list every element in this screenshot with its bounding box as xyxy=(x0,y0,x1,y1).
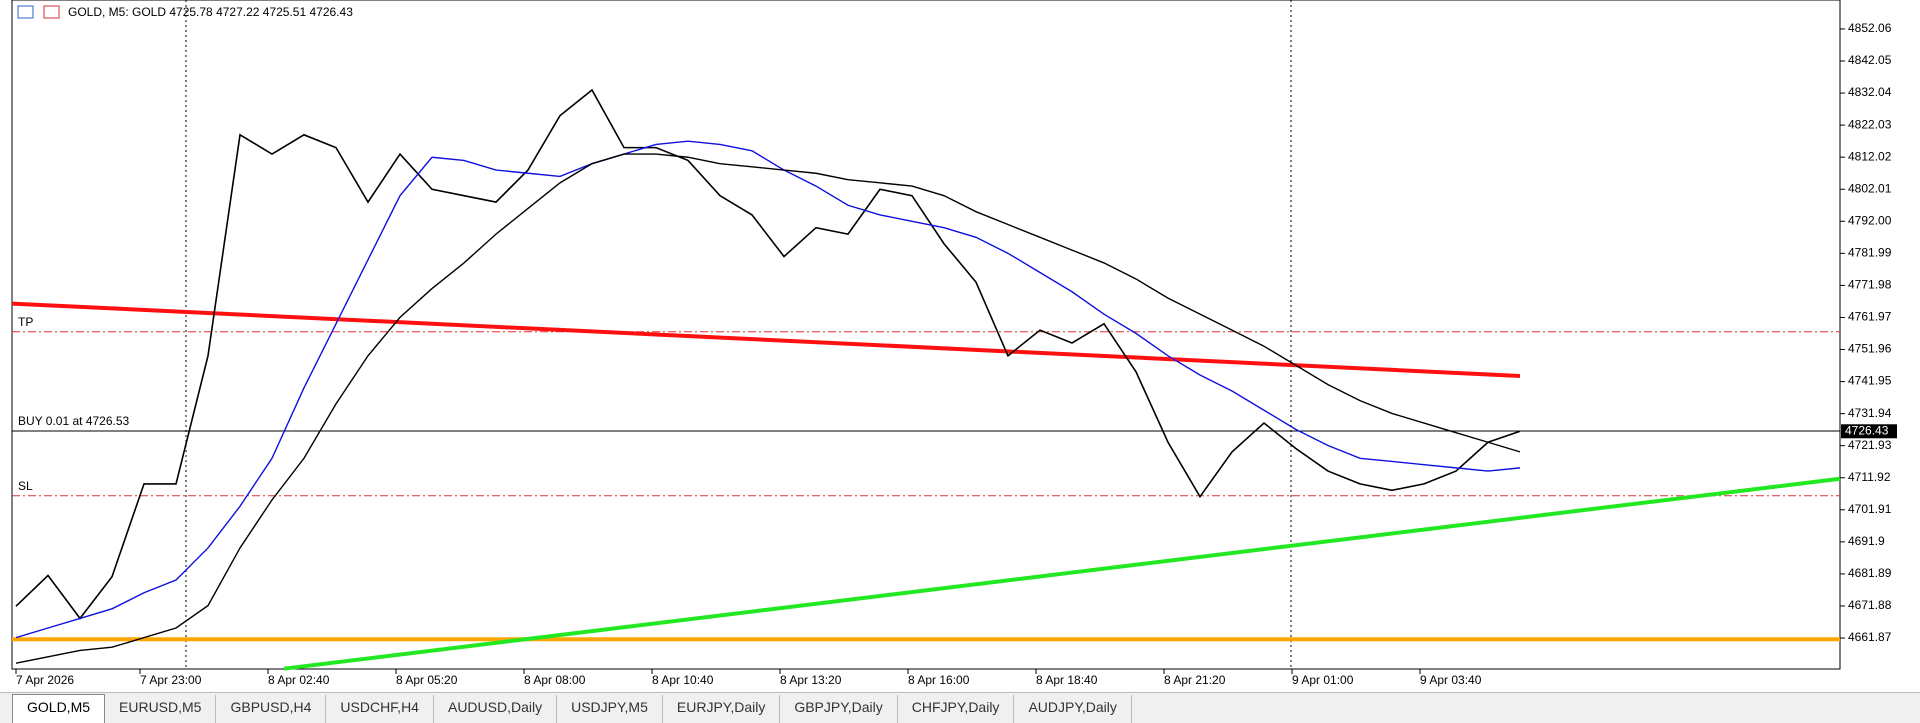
level-label: TP xyxy=(18,315,33,329)
y-tick-label: 4842.05 xyxy=(1848,53,1892,67)
trendline xyxy=(11,301,1521,378)
tab-bar: GOLD,M5 EURUSD,M5 GBPUSD,H4 USDCHF,H4 AUDUSD… xyxy=(0,692,1920,723)
y-tick-label: 4731.94 xyxy=(1848,406,1892,420)
x-tick-label: 8 Apr 05:20 xyxy=(396,673,458,687)
x-tick-label: 8 Apr 10:40 xyxy=(652,673,714,687)
symbol-tab[interactable]: GBPJPY,Daily xyxy=(780,695,898,723)
icon[interactable] xyxy=(17,5,34,19)
symbol-tab[interactable]: GBPUSD,H4 xyxy=(216,695,327,723)
symbol-tab[interactable]: EURJPY,Daily xyxy=(663,695,781,723)
last-price-label: 4726.43 xyxy=(1845,423,1889,437)
x-tick-label: 9 Apr 03:40 xyxy=(1420,673,1482,687)
last-price-box xyxy=(1841,424,1897,439)
symbol-tab[interactable]: GOLD,M5 xyxy=(12,694,106,723)
y-tick-label: 4711.92 xyxy=(1848,470,1891,484)
x-tick-label: 8 Apr 13:20 xyxy=(780,673,842,687)
y-tick-label: 4802.01 xyxy=(1848,181,1892,195)
y-tick-label: 4781.99 xyxy=(1848,246,1892,260)
y-tick-label: 4761.97 xyxy=(1848,310,1892,324)
y-tick-label: 4822.03 xyxy=(1848,117,1892,131)
icon[interactable] xyxy=(43,5,60,19)
price-line xyxy=(15,140,1521,639)
plot-frame xyxy=(11,0,1841,670)
x-tick-label: 7 Apr 2026 xyxy=(16,673,74,687)
symbol-tab[interactable]: USDJPY,M5 xyxy=(557,695,663,723)
y-tick-label: 4751.96 xyxy=(1848,342,1892,356)
symbol-tab[interactable]: EURUSD,M5 xyxy=(105,695,217,723)
chart: GOLD, M5: GOLD 4725.78 4727.22 4725.51 4… xyxy=(11,0,1897,687)
x-tick-label: 8 Apr 18:40 xyxy=(1036,673,1098,687)
symbol-tab[interactable]: CHFJPY,Daily xyxy=(898,695,1015,723)
level-label: SL xyxy=(18,479,33,493)
y-tick-label: 4671.88 xyxy=(1848,598,1892,612)
y-tick-label: 4701.91 xyxy=(1848,502,1892,516)
y-tick-label: 4792.00 xyxy=(1848,213,1892,227)
y-tick-label: 4771.98 xyxy=(1848,278,1892,292)
x-tick-label: 7 Apr 23:00 xyxy=(140,673,202,687)
trendline xyxy=(283,476,1841,671)
symbol-tab[interactable]: USDCHF,H4 xyxy=(326,695,434,723)
x-tick-label: 8 Apr 21:20 xyxy=(1164,673,1226,687)
chart-title: GOLD, M5: GOLD 4725.78 4727.22 4725.51 4… xyxy=(68,5,353,19)
x-tick-label: 9 Apr 01:00 xyxy=(1292,673,1354,687)
price-line xyxy=(15,88,1521,620)
symbol-tab[interactable]: AUDUSD,Daily xyxy=(434,695,558,723)
y-tick-label: 4681.89 xyxy=(1848,566,1892,580)
price-line xyxy=(15,153,1521,664)
x-tick-label: 8 Apr 02:40 xyxy=(268,673,330,687)
y-tick-label: 4661.87 xyxy=(1848,630,1892,644)
y-tick-label: 4852.06 xyxy=(1848,21,1892,35)
y-tick-label: 4832.04 xyxy=(1848,85,1892,99)
x-tick-label: 8 Apr 08:00 xyxy=(524,673,586,687)
y-tick-label: 4721.93 xyxy=(1848,438,1892,452)
x-tick-label: 8 Apr 16:00 xyxy=(908,673,970,687)
y-tick-label: 4741.95 xyxy=(1848,374,1892,388)
level-label: BUY 0.01 at 4726.53 xyxy=(18,414,130,428)
symbol-tab[interactable]: AUDJPY,Daily xyxy=(1014,695,1132,723)
y-tick-label: 4812.02 xyxy=(1848,149,1892,163)
y-tick-label: 4691.9 xyxy=(1848,534,1885,548)
